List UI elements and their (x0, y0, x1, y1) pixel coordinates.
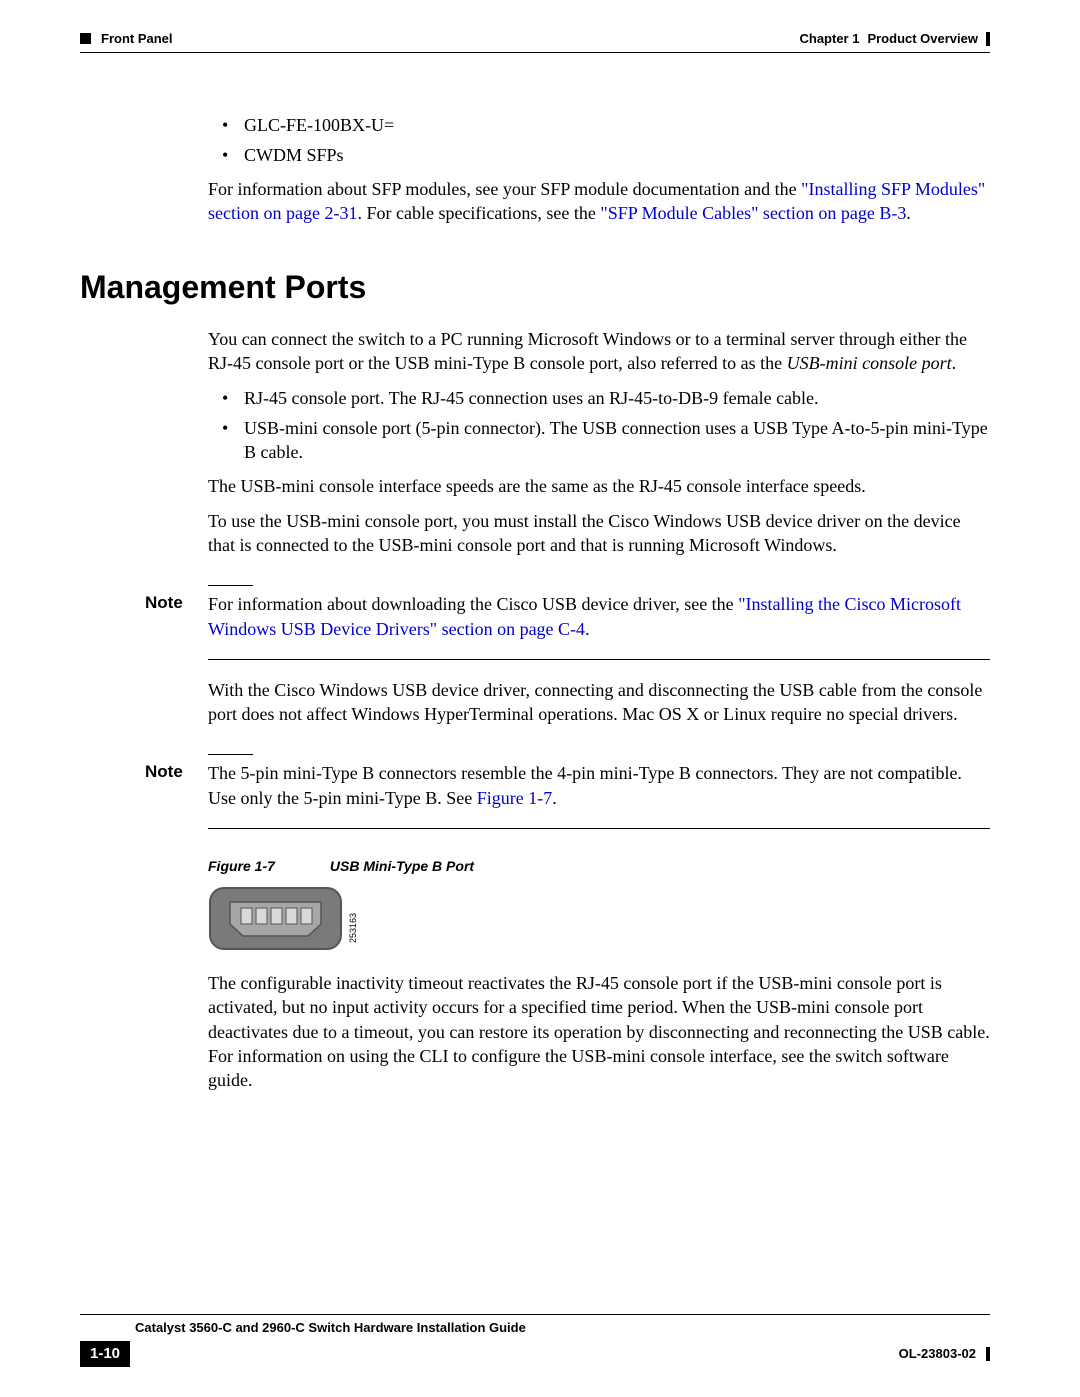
text: . (906, 203, 911, 223)
footer-bar-icon (986, 1347, 990, 1361)
text: . (585, 619, 590, 639)
header-section: Front Panel (101, 30, 173, 48)
text: . (952, 353, 957, 373)
management-ports-heading: Management Ports (80, 266, 990, 309)
usb-mini-b-icon (208, 886, 343, 951)
header-title: Product Overview (867, 30, 978, 48)
list-item: RJ-45 console port. The RJ-45 connection… (222, 386, 990, 410)
list-item: GLC-FE-100BX-U= (222, 113, 990, 137)
text: . (552, 788, 557, 808)
italic-term: USB-mini console port (787, 353, 952, 373)
figure-label: Figure 1-7 (208, 858, 275, 874)
footer-rule (80, 1314, 990, 1315)
note-rule (208, 585, 253, 586)
sfp-info-paragraph: For information about SFP modules, see y… (208, 177, 990, 226)
header-bar-icon (986, 32, 990, 46)
note-rule (208, 754, 253, 755)
figure-id: 253163 (347, 913, 359, 943)
figure-caption: Figure 1-7 USB Mini-Type B Port (208, 857, 990, 876)
note-block-1: Note For information about downloading t… (208, 585, 990, 660)
header-square-icon (80, 33, 91, 44)
page-footer: Catalyst 3560-C and 2960-C Switch Hardwa… (80, 1314, 990, 1367)
note-block-2: Note The 5-pin mini-Type B connectors re… (208, 754, 990, 829)
page-header: Front Panel Chapter 1 Product Overview (80, 30, 990, 48)
header-rule (80, 52, 990, 53)
speed-paragraph: The USB-mini console interface speeds ar… (208, 474, 990, 498)
note-rule (208, 659, 990, 660)
note-text: The 5-pin mini-Type B connectors resembl… (208, 761, 990, 810)
sfp-bullet-list: GLC-FE-100BX-U= CWDM SFPs (222, 113, 990, 168)
figure-ref-link[interactable]: Figure 1-7 (477, 788, 553, 808)
timeout-paragraph: The configurable inactivity timeout reac… (208, 971, 990, 1092)
list-item: CWDM SFPs (222, 143, 990, 167)
page-number: 1-10 (80, 1341, 130, 1367)
figure-title: USB Mini-Type B Port (330, 858, 474, 874)
note-label: Note (145, 761, 208, 784)
header-chapter: Chapter 1 (799, 30, 859, 48)
text: For information about downloading the Ci… (208, 594, 738, 614)
sfp-cables-link[interactable]: "SFP Module Cables" section on page B-3 (600, 203, 906, 223)
text: For information about SFP modules, see y… (208, 179, 801, 199)
footer-doc-id: OL-23803-02 (899, 1345, 976, 1363)
console-ports-list: RJ-45 console port. The RJ-45 connection… (222, 386, 990, 465)
note-label: Note (145, 592, 208, 615)
driver-paragraph: To use the USB-mini console port, you mu… (208, 509, 990, 558)
text: . For cable specifications, see the (357, 203, 600, 223)
driver-behavior-paragraph: With the Cisco Windows USB device driver… (208, 678, 990, 727)
usb-port-figure: 253163 (208, 886, 990, 951)
list-item: USB-mini console port (5-pin connector).… (222, 416, 990, 465)
note-rule (208, 828, 990, 829)
note-text: For information about downloading the Ci… (208, 592, 990, 641)
footer-book-title: Catalyst 3560-C and 2960-C Switch Hardwa… (135, 1319, 990, 1337)
mgmt-intro-paragraph: You can connect the switch to a PC runni… (208, 327, 990, 376)
text: The 5-pin mini-Type B connectors resembl… (208, 763, 962, 807)
